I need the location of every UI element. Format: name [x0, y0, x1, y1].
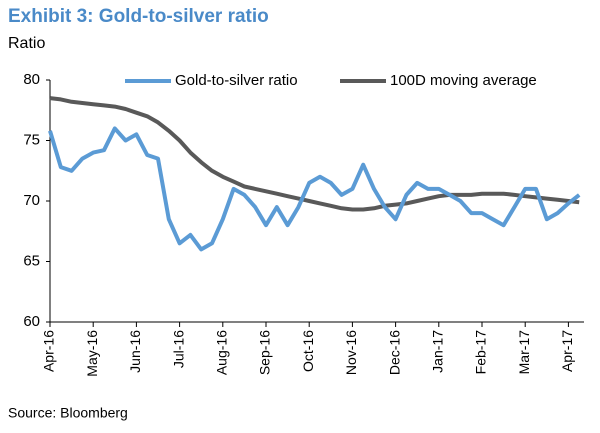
x-tick-label: Jan-17: [430, 330, 446, 373]
y-tick-label: 60: [23, 313, 40, 330]
y-tick-label: 65: [23, 252, 40, 269]
x-tick-label: Apr-17: [559, 330, 575, 372]
y-axis-label: Ratio: [8, 35, 45, 52]
x-tick-label: Nov-16: [343, 330, 359, 375]
x-tick-label: Apr-16: [41, 330, 57, 372]
series-line: [49, 96, 580, 212]
source: Source: Bloomberg: [8, 405, 128, 421]
series-line: [48, 126, 581, 252]
x-tick-label: Aug-16: [214, 330, 230, 375]
x-tick-label: Jun-16: [127, 330, 143, 373]
y-tick-label: 75: [23, 131, 40, 148]
x-tick-label: Dec-16: [386, 330, 402, 375]
legend-label: 100D moving average: [390, 72, 537, 89]
x-tick-label: Mar-17: [516, 330, 532, 375]
x-tick-label: May-16: [84, 330, 100, 377]
legend-label: Gold-to-silver ratio: [175, 72, 298, 89]
y-tick-label: 70: [23, 192, 40, 209]
x-tick-label: Oct-16: [300, 330, 316, 372]
x-tick-label: Sep-16: [257, 330, 273, 375]
y-tick-label: 80: [23, 71, 40, 88]
chart-title: Exhibit 3: Gold-to-silver ratio: [8, 6, 269, 27]
x-tick-label: Jul-16: [170, 330, 186, 368]
x-tick-label: Feb-17: [473, 330, 489, 375]
